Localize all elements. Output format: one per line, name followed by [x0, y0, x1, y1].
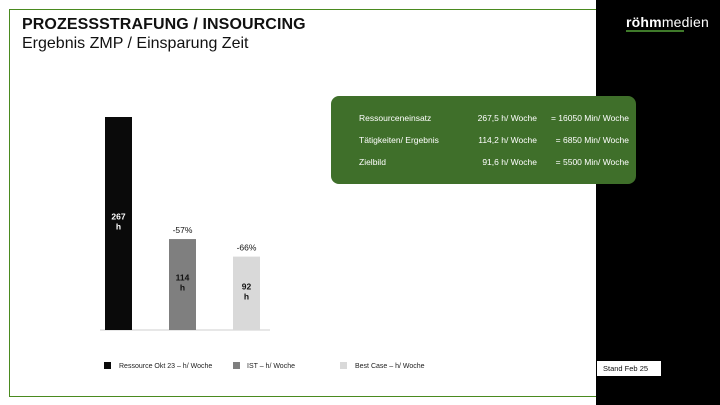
summary-minutes: = 6850 Min/ Woche	[555, 135, 629, 145]
bar	[169, 239, 196, 330]
bar	[233, 256, 260, 330]
summary-label: Tätigkeiten/ Ergebnis	[359, 135, 439, 145]
legend-swatch-ressource	[104, 362, 111, 369]
summary-hours: 91,6 h/ Woche	[482, 157, 537, 167]
bar-change-label: -57%	[173, 225, 193, 235]
page-title: PROZESSSTRAFUNG / INSOURCING	[22, 16, 306, 33]
bar-data-label: h	[244, 291, 249, 301]
bar-data-label: h	[180, 283, 185, 293]
summary-hours: 267,5 h/ Woche	[477, 113, 537, 123]
legend-swatch-best-case	[340, 362, 347, 369]
bar	[105, 117, 132, 330]
side-strip	[596, 0, 720, 405]
summary-row: Tätigkeiten/ Ergebnis 114,2 h/ Woche = 6…	[359, 135, 629, 147]
summary-label: Zielbild	[359, 157, 386, 167]
summary-row: Ressourceneinsatz 267,5 h/ Woche = 16050…	[359, 113, 629, 125]
bar-data-label: 92	[242, 281, 252, 291]
logo-underline	[626, 30, 684, 32]
bar-change-label: -66%	[237, 243, 257, 253]
legend-label-ressource: Ressource Okt 23 – h/ Woche	[119, 363, 213, 370]
summary-minutes: = 16050 Min/ Woche	[550, 113, 629, 123]
bar-data-label: 267	[111, 212, 125, 222]
stand-date: Stand Feb 25	[597, 361, 661, 376]
legend-label-ist: IST – h/ Woche	[247, 363, 295, 370]
bar-data-label: h	[116, 222, 121, 232]
slide-frame	[9, 9, 609, 397]
summary-minutes: = 5500 Min/ Woche	[555, 157, 629, 167]
summary-row: Zielbild 91,6 h/ Woche = 5500 Min/ Woche	[359, 157, 629, 169]
legend-label-best-case: Best Case – h/ Woche	[355, 363, 425, 370]
summary-box: Ressourceneinsatz 267,5 h/ Woche = 16050…	[331, 96, 636, 184]
legend-swatch-ist	[233, 362, 240, 369]
summary-label: Ressourceneinsatz	[359, 113, 432, 123]
bar-data-label: 114	[176, 273, 190, 283]
brand-logo: röhmmedien	[626, 14, 709, 30]
page-subtitle: Ergebnis ZMP / Einsparung Zeit	[22, 35, 249, 52]
summary-hours: 114,2 h/ Woche	[478, 135, 537, 145]
